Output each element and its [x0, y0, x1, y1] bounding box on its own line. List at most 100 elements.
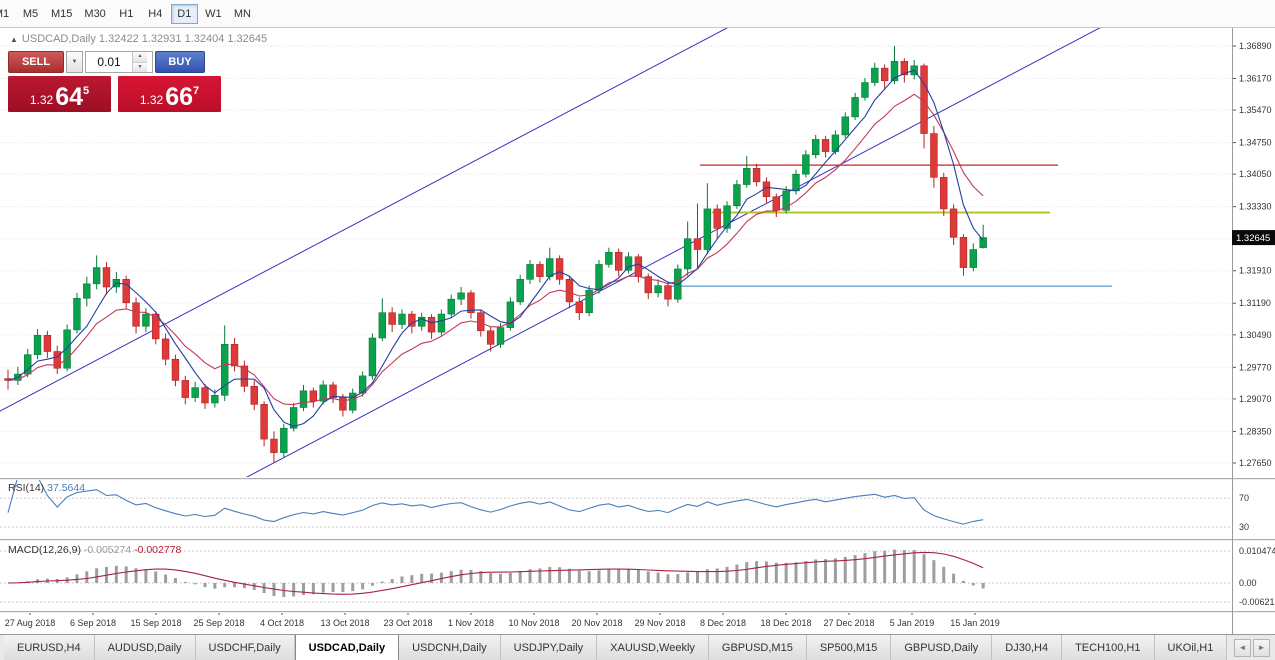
candle[interactable] — [605, 251, 613, 265]
candle[interactable] — [437, 313, 446, 333]
candle[interactable] — [33, 334, 42, 355]
chart-tab-sp500-m15[interactable]: SP500,M15 — [806, 635, 892, 660]
chart-tab-ukoil-h1[interactable]: UKOil,H1 — [1154, 635, 1228, 660]
candle[interactable] — [142, 313, 150, 327]
chart-tab-eurusd-h4[interactable]: EURUSD,H4 — [4, 635, 95, 660]
candle[interactable] — [703, 208, 712, 250]
tab-scroll-left-icon[interactable]: ◄ — [1234, 638, 1251, 657]
sell-price-box[interactable]: 1.32 64 5 — [8, 76, 111, 112]
candle[interactable] — [516, 279, 524, 303]
chart-tab-usdcnh-daily[interactable]: USDCNH,Daily — [399, 635, 501, 660]
candle[interactable] — [693, 238, 702, 250]
candle[interactable] — [585, 289, 593, 314]
candle[interactable] — [949, 208, 958, 238]
candle[interactable] — [181, 380, 189, 398]
candle[interactable] — [940, 177, 948, 210]
candle[interactable] — [368, 337, 377, 377]
candle[interactable] — [427, 316, 436, 333]
candle[interactable] — [871, 67, 879, 83]
candle[interactable] — [861, 82, 869, 98]
candle[interactable] — [201, 387, 209, 404]
candle[interactable] — [634, 256, 643, 277]
candle[interactable] — [496, 327, 505, 345]
candle[interactable] — [890, 61, 899, 82]
candle[interactable] — [280, 427, 288, 453]
candle[interactable] — [624, 256, 633, 271]
chart-tab-xauusd-weekly[interactable]: XAUUSD,Weekly — [597, 635, 709, 660]
chart-tab-usdcad-daily[interactable]: USDCAD,Daily — [294, 635, 400, 660]
timeframe-h1[interactable]: H1 — [113, 4, 140, 24]
candle[interactable] — [811, 139, 820, 156]
candle[interactable] — [240, 365, 249, 387]
candle[interactable] — [211, 395, 219, 404]
price-chart-canvas[interactable]: 1.36890 1.36170 1.35470 1.34750 1.34050 1.333… — [0, 28, 1275, 634]
candle[interactable] — [536, 264, 544, 277]
timeframe-w1[interactable]: W1 — [200, 4, 227, 24]
candle[interactable] — [664, 285, 672, 300]
candle[interactable] — [83, 283, 91, 299]
sell-button[interactable]: SELL — [8, 51, 64, 73]
candle[interactable] — [191, 387, 199, 398]
chart-tab-gbpusd-m15[interactable]: GBPUSD,M15 — [708, 635, 807, 660]
timeframe-m5[interactable]: M5 — [17, 4, 44, 24]
candle[interactable] — [63, 329, 71, 369]
candle[interactable] — [339, 397, 347, 411]
timeframe-d1[interactable]: D1 — [170, 3, 198, 24]
chart-tab-usdchf-daily[interactable]: USDCHF,Daily — [195, 635, 295, 660]
candle[interactable] — [417, 316, 426, 327]
candle[interactable] — [477, 312, 485, 332]
candle[interactable] — [270, 438, 278, 453]
timeframe-m30[interactable]: M30 — [79, 4, 110, 24]
chart-tab-tech100-h1[interactable]: TECH100,H1 — [1062, 635, 1155, 660]
candle[interactable] — [526, 264, 534, 280]
timeframe-h4[interactable]: H4 — [142, 4, 169, 24]
candle[interactable] — [171, 358, 180, 381]
candle[interactable] — [841, 116, 849, 136]
chart-tab-audusd-daily[interactable]: AUDUSD,Daily — [94, 635, 196, 660]
candle[interactable] — [979, 237, 987, 248]
chart-tab-gbpusd-daily[interactable]: GBPUSD,Daily — [891, 635, 993, 660]
candle[interactable] — [614, 251, 623, 271]
collapse-trade-panel-icon[interactable]: ▲ — [10, 35, 18, 44]
candle[interactable] — [260, 404, 268, 440]
candle[interactable] — [743, 168, 751, 185]
candle[interactable] — [575, 301, 584, 314]
volume-input[interactable] — [86, 52, 132, 72]
candle[interactable] — [821, 139, 830, 152]
candle[interactable] — [792, 173, 800, 192]
candle[interactable] — [733, 184, 741, 207]
candle[interactable] — [378, 312, 386, 339]
candle[interactable] — [555, 258, 564, 280]
candle[interactable] — [92, 267, 101, 285]
volume-decrease-button[interactable]: ▼ — [133, 62, 147, 72]
candle[interactable] — [654, 285, 662, 294]
candle[interactable] — [782, 190, 790, 211]
candle[interactable] — [723, 205, 731, 229]
candle[interactable] — [900, 61, 909, 76]
volume-dropdown-button[interactable]: ▼ — [66, 51, 83, 73]
candle[interactable] — [23, 354, 32, 375]
candle[interactable] — [506, 301, 515, 328]
chart-tab-usdjpy-daily[interactable]: USDJPY,Daily — [500, 635, 598, 660]
candle[interactable] — [329, 384, 337, 398]
candle[interactable] — [772, 196, 781, 211]
candle[interactable] — [319, 384, 327, 402]
candle[interactable] — [447, 298, 455, 315]
candle[interactable] — [683, 238, 692, 270]
candle[interactable] — [920, 65, 928, 134]
timeframe-m15[interactable]: M15 — [46, 4, 77, 24]
buy-price-box[interactable]: 1.32 66 7 — [118, 76, 221, 112]
candle[interactable] — [644, 276, 652, 294]
candle[interactable] — [122, 279, 130, 304]
trendline[interactable] — [0, 28, 747, 412]
candle[interactable] — [752, 168, 761, 183]
tab-scroll-right-icon[interactable]: ► — [1253, 638, 1270, 657]
candle[interactable] — [132, 302, 140, 327]
timeframe-mn[interactable]: MN — [229, 4, 256, 24]
candle[interactable] — [546, 258, 554, 277]
timeframe-m1[interactable]: M1 — [0, 4, 15, 24]
candle[interactable] — [802, 154, 810, 175]
candle[interactable] — [43, 334, 52, 352]
candle[interactable] — [250, 385, 258, 405]
candle[interactable] — [408, 313, 416, 327]
